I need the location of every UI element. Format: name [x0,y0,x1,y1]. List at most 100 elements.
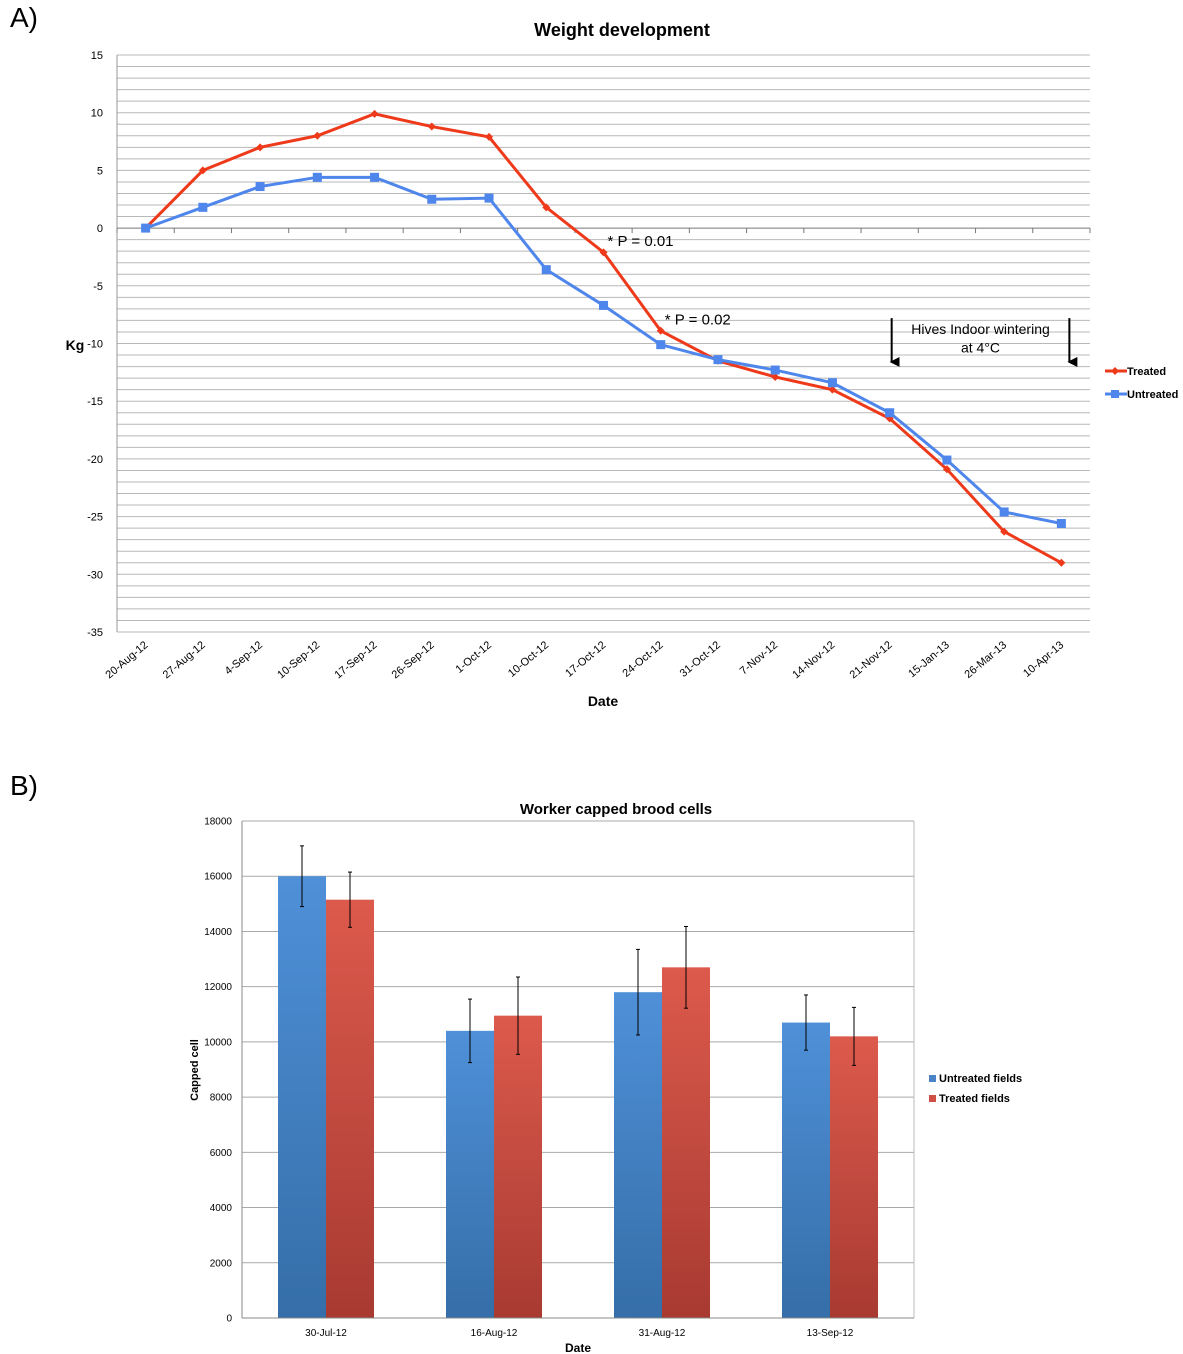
bar-untreated-fields [446,1030,494,1318]
data-point-treated [313,131,322,140]
wintering-label: at 4°C [961,339,1000,355]
y-tick-label: 10000 [204,1037,232,1048]
series-line-treated [144,112,1063,565]
legend-swatch-treated-fields [929,1095,936,1102]
y-tick-label: 5 [97,165,103,177]
data-point-untreated [885,408,895,418]
bar-treated-fields [830,1036,878,1318]
data-point-untreated [599,300,608,310]
chart-a-ylabel: Kg [66,337,85,353]
data-point-treated [485,132,494,141]
data-point-treated [656,326,665,335]
bar-untreated-fields [782,1022,830,1318]
data-point-untreated [1056,519,1066,529]
y-tick-label: -25 [87,512,103,524]
y-tick-label: 4000 [210,1203,233,1214]
y-tick-label: -10 [87,339,103,351]
x-tick-label: 30-Jul-12 [305,1328,347,1339]
y-tick-label: 16000 [204,872,232,883]
data-point-treated [1057,558,1066,567]
data-point-treated [1000,527,1009,536]
x-tick-label: 15-Jan-13 [906,639,952,680]
x-tick-label: 26-Sep-12 [390,639,437,681]
legend-marker [1111,367,1119,375]
y-tick-label: 18000 [204,817,232,828]
data-point-untreated [999,507,1009,517]
data-point-untreated [713,355,723,365]
x-tick-label: 24-Oct-12 [620,639,665,680]
bar-untreated-fields [614,992,662,1318]
data-point-treated [599,248,608,257]
wintering-label: Hives Indoor wintering [911,321,1050,337]
data-point-treated [828,385,837,394]
y-tick-label: 12000 [204,982,232,993]
data-point-untreated [656,340,666,350]
legend-label-treated-fields: Treated fields [939,1093,1010,1105]
x-tick-label: 20-Aug-12 [103,639,150,681]
x-tick-label: 27-Aug-12 [161,639,208,681]
significance-annotation: * P = 0.02 [665,311,731,328]
chart-a-title: Weight development [534,20,710,40]
x-tick-label: 10-Apr-13 [1021,639,1066,680]
bar-treated-fields [326,899,374,1318]
x-tick-label: 16-Aug-12 [471,1328,518,1339]
x-tick-label: 31-Oct-12 [678,639,723,680]
data-point-untreated [370,172,380,182]
y-tick-label: 14000 [204,927,232,938]
data-point-untreated [141,223,151,233]
data-point-treated [256,143,265,152]
y-tick-label: 8000 [210,1093,233,1104]
legend-label-untreated: Untreated [1127,389,1178,401]
legend-label-untreated-fields: Untreated fields [939,1073,1022,1085]
x-tick-label: 26-Mar-13 [962,639,1009,681]
chart-b-title: Worker capped brood cells [520,801,712,818]
data-point-untreated [427,194,437,204]
data-point-untreated [312,172,322,182]
chart-b-xlabel: Date [565,1341,591,1354]
bar-treated-fields [662,967,710,1318]
y-tick-label: -20 [87,454,103,466]
legend-swatch-untreated-fields [929,1075,936,1082]
y-tick-label: 0 [226,1314,232,1325]
x-tick-label: 10-Oct-12 [506,639,551,680]
data-point-untreated [198,202,208,212]
y-tick-label: 15 [91,50,103,62]
data-point-treated [198,166,207,175]
chart-a-xlabel: Date [588,693,619,709]
panel-label-a: A) [10,2,38,33]
data-point-treated [370,109,379,118]
y-tick-label: -15 [87,396,103,408]
significance-annotation: * P = 0.01 [608,233,674,250]
x-tick-label: 10-Sep-12 [275,639,322,681]
y-tick-label: 0 [97,223,103,235]
x-tick-label: 1-Oct-12 [453,639,493,676]
y-tick-label: -35 [87,627,103,639]
x-tick-label: 21-Nov-12 [848,639,895,681]
y-tick-label: -30 [87,569,103,581]
x-tick-label: 17-Sep-12 [332,639,379,681]
chart-b-ylabel: Capped cell [189,1039,201,1101]
data-point-treated [427,122,436,131]
data-point-untreated [255,182,265,192]
capped-brood-chart: Worker capped brood cells Capped cell Da… [189,801,1022,1354]
legend-label-treated: Treated [1127,366,1166,378]
data-point-treated [771,372,780,381]
y-tick-label: 2000 [210,1258,233,1269]
x-tick-label: 17-Oct-12 [563,639,608,680]
data-point-untreated [942,455,952,465]
data-point-untreated [484,193,494,203]
x-tick-label: 31-Aug-12 [639,1328,686,1339]
x-tick-label: 7-Nov-12 [738,639,780,677]
data-point-untreated [827,378,837,388]
panel-label-b: B) [10,770,38,801]
data-point-untreated [770,365,780,375]
legend-marker [1111,390,1119,398]
data-point-treated [542,203,551,212]
y-tick-label: 10 [91,108,103,120]
data-point-treated [942,465,951,474]
y-tick-label: -5 [93,281,103,293]
bar-untreated-fields [278,876,326,1318]
x-tick-label: 13-Sep-12 [807,1328,854,1339]
bar-treated-fields [494,1015,542,1318]
x-tick-label: 14-Nov-12 [790,639,837,681]
